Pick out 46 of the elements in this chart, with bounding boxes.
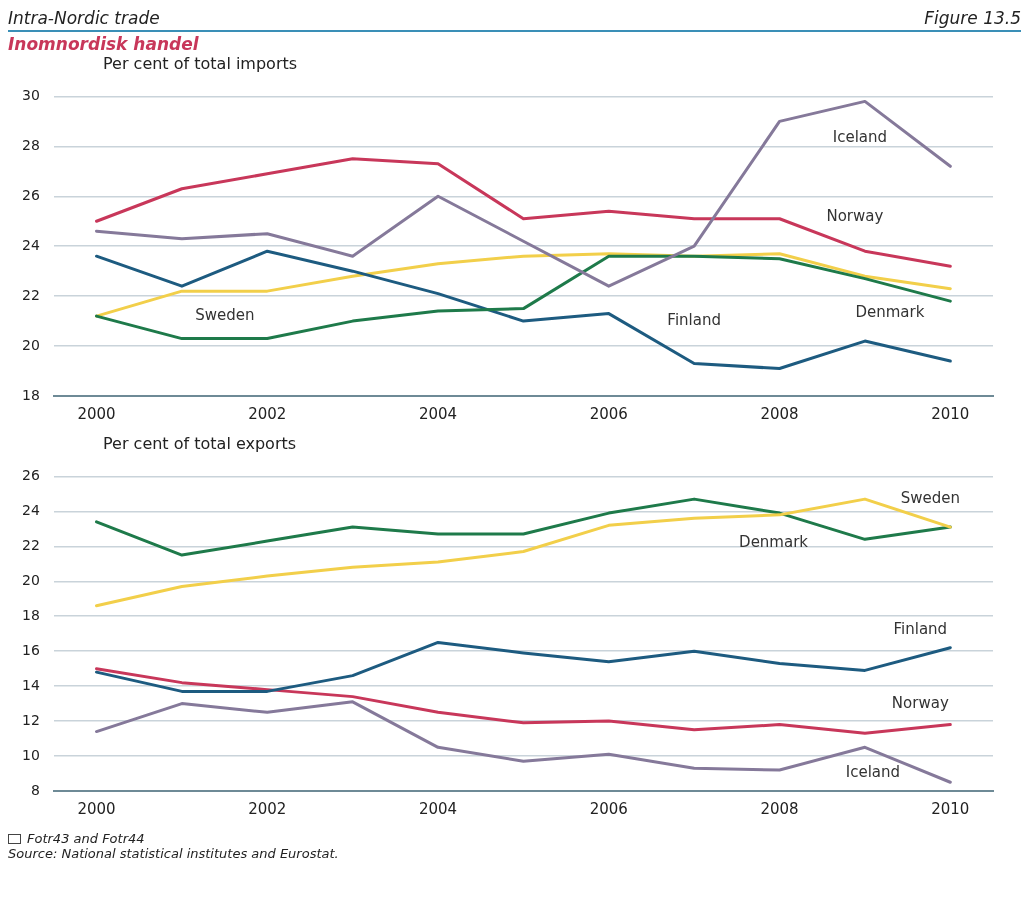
series-label: Iceland: [832, 128, 888, 147]
chart-subtitle: Inomnordisk handel: [8, 34, 200, 54]
series-label: Finland: [893, 619, 948, 638]
y-tick-label: 22: [21, 536, 40, 553]
y-tick-label: 28: [21, 136, 40, 153]
series-label: Sweden: [195, 306, 255, 325]
y-tick-label: 26: [21, 467, 40, 484]
x-tick-label: 2010: [931, 404, 970, 423]
y-tick-label: 24: [21, 502, 40, 518]
series-label: Iceland: [845, 763, 901, 782]
chart-title: Intra-Nordic trade: [8, 8, 160, 28]
y-tick-label: 24: [21, 236, 40, 253]
y-tick-label: 30: [21, 87, 40, 104]
y-tick-label: 14: [21, 676, 40, 693]
source-note: Source: National statistical institutes and Eurostat.: [8, 846, 339, 861]
y-tick-label: 16: [21, 641, 40, 658]
y-axis-title: Per cent of total imports: [103, 54, 299, 74]
x-tick-label: 2008: [760, 799, 799, 818]
x-tick-label: 2006: [589, 799, 628, 818]
series-label: Norway: [891, 694, 949, 713]
caption: Figure 13.5: [924, 8, 1021, 28]
y-tick-label: 8: [30, 781, 40, 798]
x-tick-label: 2000: [77, 404, 116, 423]
series-label: Finland: [667, 311, 721, 330]
x-tick-label: 2004: [418, 799, 458, 818]
x-tick-label: 2010: [931, 799, 970, 818]
series-label: Denmark: [739, 532, 809, 551]
y-tick-label: 10: [21, 746, 40, 763]
x-tick-label: 2000: [77, 799, 116, 818]
y-tick-label: 20: [21, 336, 40, 353]
y-tick-label: 12: [21, 711, 40, 728]
text: Fotr43 and Fotr44: [27, 831, 145, 846]
y-tick-label: 18: [21, 386, 40, 403]
y-tick-label: 26: [21, 186, 40, 203]
y-tick-label: 22: [21, 286, 40, 303]
series-label: Norway: [826, 207, 884, 226]
x-tick-label: 2002: [248, 404, 287, 423]
y-tick-label: 20: [21, 571, 40, 588]
x-tick-label: 2002: [248, 799, 287, 818]
x-tick-label: 2006: [589, 404, 628, 423]
x-tick-label: 2008: [760, 404, 799, 423]
series-label: Sweden: [900, 488, 960, 507]
y-tick-label: 18: [21, 606, 40, 623]
series-label: Denmark: [855, 302, 925, 321]
x-tick-label: 2004: [418, 404, 458, 423]
y-axis-title: Per cent of total exports: [103, 434, 298, 454]
